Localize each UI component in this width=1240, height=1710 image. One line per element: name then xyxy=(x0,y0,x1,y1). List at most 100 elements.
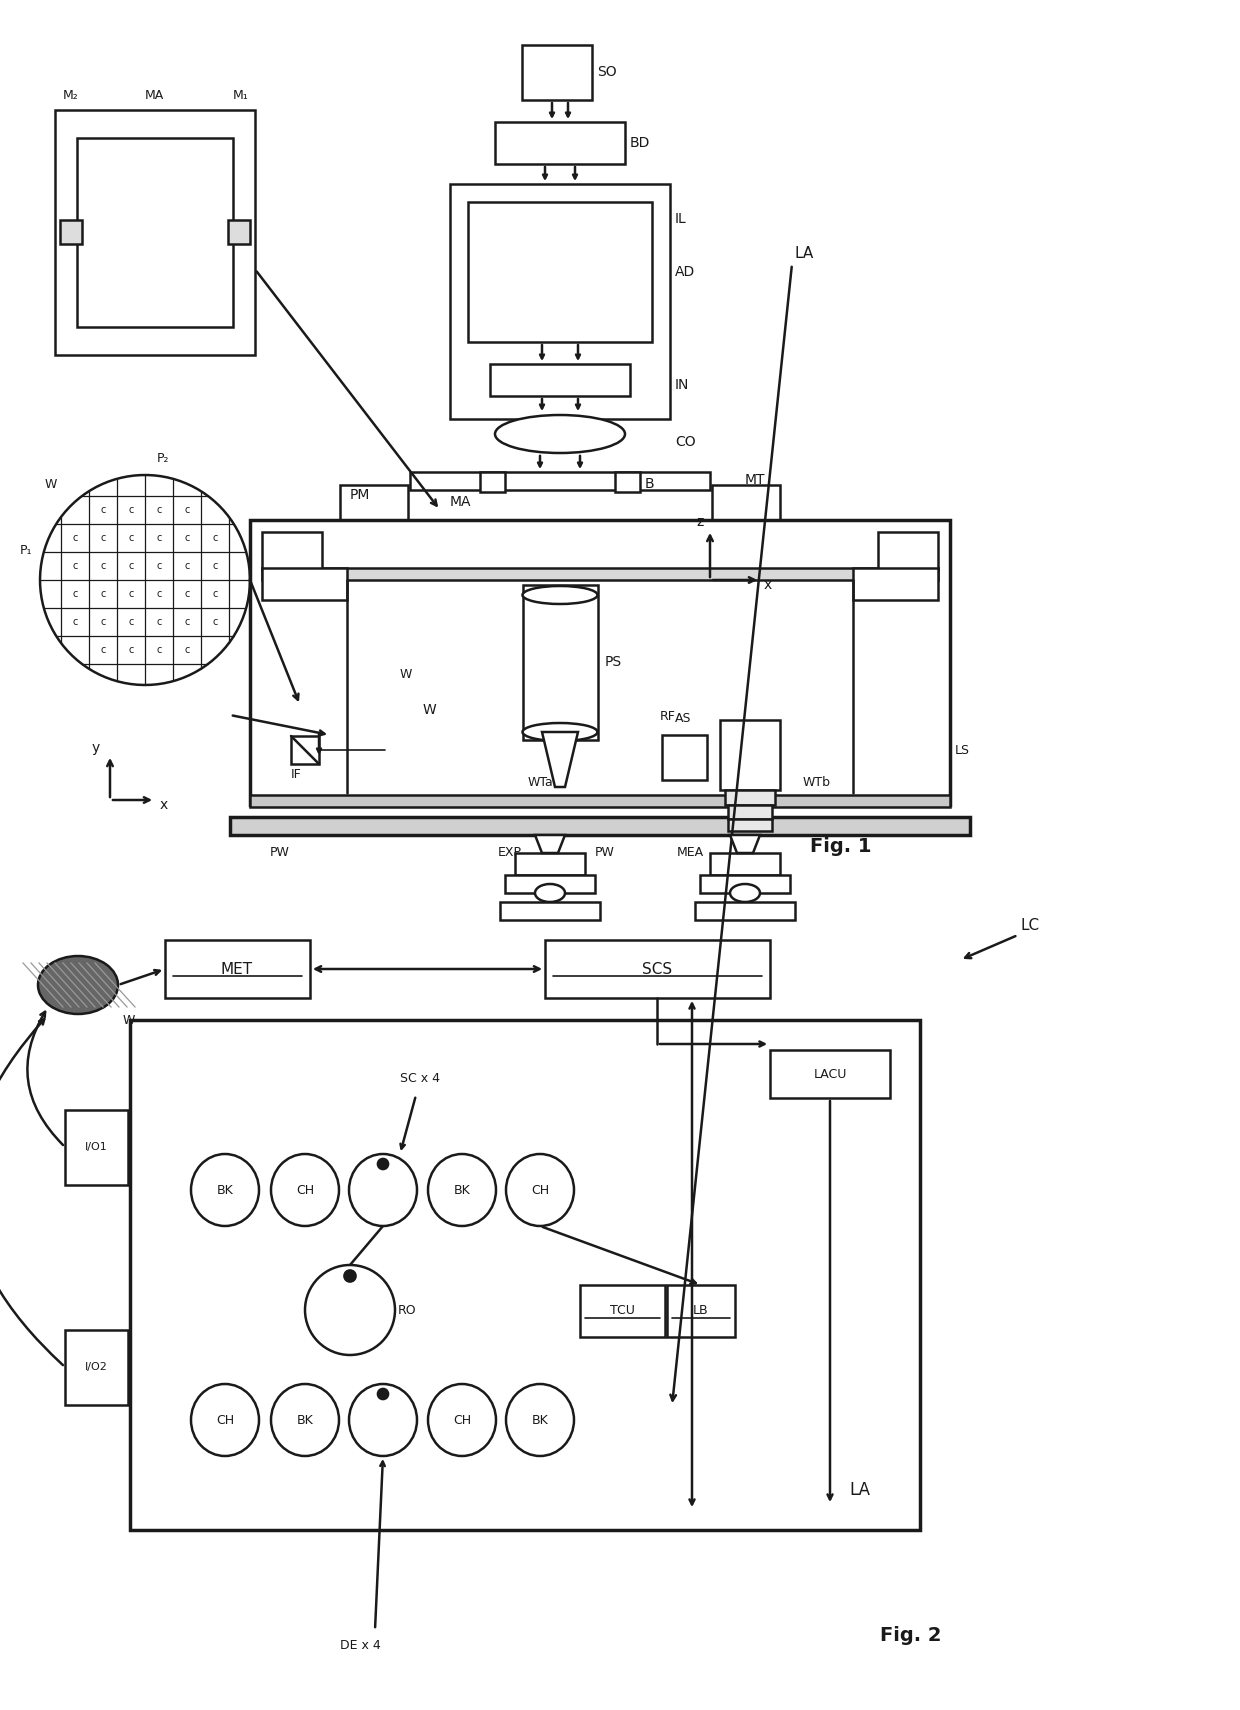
Text: W: W xyxy=(123,1014,135,1026)
Text: c: c xyxy=(72,561,78,571)
Bar xyxy=(450,185,670,419)
Ellipse shape xyxy=(272,1383,339,1455)
Bar xyxy=(694,901,795,920)
Text: c: c xyxy=(128,588,134,598)
Text: SC x 4: SC x 4 xyxy=(401,1072,440,1084)
Text: RO: RO xyxy=(398,1303,417,1317)
Bar xyxy=(130,1019,920,1530)
Ellipse shape xyxy=(377,1389,388,1399)
Text: P₂: P₂ xyxy=(157,453,170,465)
Text: c: c xyxy=(185,645,190,655)
Text: LC: LC xyxy=(1021,918,1039,932)
Text: CH: CH xyxy=(216,1414,234,1426)
Text: c: c xyxy=(128,561,134,571)
Text: W: W xyxy=(45,479,57,491)
Text: LS: LS xyxy=(955,744,970,756)
Bar xyxy=(490,364,630,397)
Ellipse shape xyxy=(38,956,118,1014)
Text: c: c xyxy=(212,561,218,571)
Polygon shape xyxy=(534,834,565,853)
Ellipse shape xyxy=(348,1154,417,1226)
Text: TCU: TCU xyxy=(610,1305,635,1317)
Ellipse shape xyxy=(305,1265,396,1354)
Ellipse shape xyxy=(191,1154,259,1226)
Bar xyxy=(60,221,82,245)
Text: c: c xyxy=(185,504,190,515)
Text: z: z xyxy=(696,515,703,528)
Text: BK: BK xyxy=(532,1414,548,1426)
Text: M₁: M₁ xyxy=(233,89,249,103)
Text: LA: LA xyxy=(849,1481,870,1500)
Polygon shape xyxy=(615,472,640,492)
Bar xyxy=(712,486,780,523)
Text: c: c xyxy=(100,561,105,571)
Bar xyxy=(853,568,937,600)
Ellipse shape xyxy=(428,1383,496,1455)
Bar xyxy=(77,139,233,327)
Text: c: c xyxy=(212,588,218,598)
Bar xyxy=(64,1330,128,1406)
Text: c: c xyxy=(185,534,190,544)
Text: P₁: P₁ xyxy=(20,544,32,556)
Bar xyxy=(467,202,652,342)
Text: x: x xyxy=(764,578,773,592)
Bar xyxy=(291,735,319,764)
Bar xyxy=(55,109,255,356)
Ellipse shape xyxy=(534,884,565,901)
Text: c: c xyxy=(185,561,190,571)
Bar xyxy=(701,876,790,893)
Text: MEA: MEA xyxy=(677,845,703,858)
Ellipse shape xyxy=(428,1154,496,1226)
Text: SO: SO xyxy=(596,65,616,79)
Text: LACU: LACU xyxy=(813,1067,847,1081)
Polygon shape xyxy=(730,834,760,853)
Text: AS: AS xyxy=(675,713,692,725)
Bar xyxy=(522,44,591,99)
Text: BK: BK xyxy=(454,1183,470,1197)
Text: c: c xyxy=(100,645,105,655)
Text: c: c xyxy=(100,617,105,628)
Bar xyxy=(262,568,937,580)
Text: RF: RF xyxy=(660,710,676,723)
Text: c: c xyxy=(212,534,218,544)
Bar xyxy=(580,1284,665,1337)
Bar xyxy=(878,532,937,569)
Text: c: c xyxy=(156,588,161,598)
Bar xyxy=(64,1110,128,1185)
Text: Fig. 2: Fig. 2 xyxy=(880,1626,941,1645)
Text: IL: IL xyxy=(675,212,687,226)
Text: Fig. 1: Fig. 1 xyxy=(810,838,872,857)
Text: c: c xyxy=(72,588,78,598)
Text: PM: PM xyxy=(350,487,371,503)
Ellipse shape xyxy=(522,723,598,740)
Ellipse shape xyxy=(191,1383,259,1455)
Text: CH: CH xyxy=(531,1183,549,1197)
Text: c: c xyxy=(72,534,78,544)
Polygon shape xyxy=(480,472,505,492)
Text: IN: IN xyxy=(675,378,689,392)
Text: MA: MA xyxy=(145,89,164,103)
Text: I/O2: I/O2 xyxy=(84,1361,108,1371)
Text: BK: BK xyxy=(296,1414,314,1426)
Bar xyxy=(515,853,585,876)
Bar xyxy=(228,221,250,245)
Text: c: c xyxy=(128,534,134,544)
Bar xyxy=(667,1284,735,1337)
Bar xyxy=(728,805,773,819)
Bar xyxy=(662,735,707,780)
Text: SCS: SCS xyxy=(642,961,672,976)
Text: PW: PW xyxy=(270,845,290,858)
Text: LA: LA xyxy=(795,246,815,262)
Text: c: c xyxy=(100,588,105,598)
Bar xyxy=(725,790,775,805)
Text: AD: AD xyxy=(675,265,696,279)
Bar xyxy=(262,568,347,600)
Text: DE x 4: DE x 4 xyxy=(340,1638,381,1652)
Bar xyxy=(410,472,711,491)
Text: EXP: EXP xyxy=(498,845,522,858)
Bar xyxy=(229,817,970,834)
Bar xyxy=(770,1050,890,1098)
Bar xyxy=(250,520,950,805)
Ellipse shape xyxy=(495,416,625,453)
Bar xyxy=(165,941,310,999)
